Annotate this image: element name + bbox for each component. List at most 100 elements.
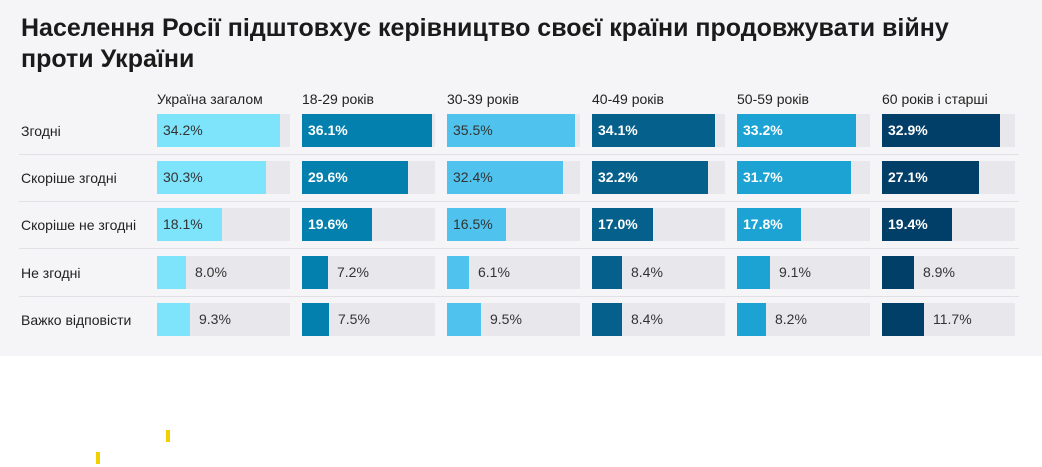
bar-2-2: [447, 208, 506, 241]
data-label: 27.1%: [888, 169, 928, 185]
bar-track: 7.5%: [302, 303, 435, 336]
column-header-0: Україна загалом: [157, 91, 263, 107]
bar-track: 32.4%: [447, 161, 580, 194]
column-header-2: 30-39 років: [447, 91, 519, 107]
bar-track: 9.5%: [447, 303, 580, 336]
bar-0-4: [157, 303, 190, 336]
bar-3-1: [592, 161, 708, 194]
data-label: 32.9%: [888, 122, 928, 138]
bar-2-4: [447, 303, 481, 336]
row-label-2: Скоріше не згодні: [21, 217, 137, 233]
bar-track: 30.3%: [157, 161, 290, 194]
data-label: 30.3%: [163, 169, 203, 185]
row-label-0: Згодні: [21, 123, 61, 139]
data-label: 33.2%: [743, 122, 783, 138]
bar-3-4: [592, 303, 622, 336]
row-label-4: Важко відповісти: [21, 312, 132, 328]
bar-5-3: [882, 256, 914, 289]
data-label: 9.3%: [199, 311, 231, 327]
bar-5-1: [882, 161, 979, 194]
bar-4-2: [737, 208, 801, 241]
data-label: 9.1%: [779, 264, 811, 280]
bar-1-1: [302, 161, 408, 194]
bar-track: 18.1%: [157, 208, 290, 241]
bar-4-3: [737, 256, 770, 289]
bar-5-2: [882, 208, 952, 241]
bar-track: 33.2%: [737, 114, 870, 147]
bar-3-3: [592, 256, 622, 289]
bar-track: 31.7%: [737, 161, 870, 194]
column-header-1: 18-29 років: [302, 91, 374, 107]
bar-track: 32.2%: [592, 161, 725, 194]
bar-track: 34.1%: [592, 114, 725, 147]
data-label: 19.6%: [308, 216, 348, 232]
data-label: 7.5%: [338, 311, 370, 327]
bar-track: 17.8%: [737, 208, 870, 241]
bar-0-0: [157, 114, 280, 147]
bar-track: 8.4%: [592, 303, 725, 336]
bar-track: 8.0%: [157, 256, 290, 289]
data-label: 31.7%: [743, 169, 783, 185]
bar-3-0: [592, 114, 715, 147]
bar-track: 11.7%: [882, 303, 1015, 336]
bar-2-1: [447, 161, 563, 194]
bar-track: 9.1%: [737, 256, 870, 289]
bar-track: 7.2%: [302, 256, 435, 289]
bar-track: 19.4%: [882, 208, 1015, 241]
bar-1-2: [302, 208, 372, 241]
data-label: 34.2%: [163, 122, 203, 138]
bar-1-0: [302, 114, 432, 147]
data-label: 19.4%: [888, 216, 928, 232]
bar-4-4: [737, 303, 766, 336]
data-label: 35.5%: [453, 122, 493, 138]
column-header-3: 40-49 років: [592, 91, 664, 107]
bar-track: 17.0%: [592, 208, 725, 241]
data-label: 8.0%: [195, 264, 227, 280]
column-header-5: 60 років і старші: [882, 91, 988, 107]
row-divider: [19, 154, 1019, 155]
row-divider: [19, 201, 1019, 202]
bar-track: 8.9%: [882, 256, 1015, 289]
bar-2-0: [447, 114, 575, 147]
bar-track: 36.1%: [302, 114, 435, 147]
bar-1-3: [302, 256, 328, 289]
data-label: 7.2%: [337, 264, 369, 280]
data-label: 8.4%: [631, 264, 663, 280]
data-label: 32.4%: [453, 169, 493, 185]
data-label: 16.5%: [453, 216, 493, 232]
bar-5-0: [882, 114, 1000, 147]
data-label: 32.2%: [598, 169, 638, 185]
bar-2-3: [447, 256, 469, 289]
bar-track: 16.5%: [447, 208, 580, 241]
data-label: 29.6%: [308, 169, 348, 185]
row-divider: [19, 248, 1019, 249]
bar-track: 6.1%: [447, 256, 580, 289]
bar-4-0: [737, 114, 856, 147]
row-label-3: Не згодні: [21, 265, 81, 281]
bar-5-4: [882, 303, 924, 336]
data-label: 6.1%: [478, 264, 510, 280]
column-header-4: 50-59 років: [737, 91, 809, 107]
data-label: 8.9%: [923, 264, 955, 280]
bar-0-3: [157, 256, 186, 289]
bar-3-2: [592, 208, 653, 241]
bar-4-1: [737, 161, 851, 194]
bar-track: 32.9%: [882, 114, 1015, 147]
bar-track: 35.5%: [447, 114, 580, 147]
bar-track: 34.2%: [157, 114, 290, 147]
bar-track: 9.3%: [157, 303, 290, 336]
yellow-accent-mark-2: [96, 452, 100, 464]
chart-panel: Населення Росії підштовхує керівництво с…: [19, 14, 1019, 336]
data-label: 18.1%: [163, 216, 203, 232]
data-label: 11.7%: [933, 311, 972, 327]
bar-track: 8.4%: [592, 256, 725, 289]
data-label: 9.5%: [490, 311, 522, 327]
bar-1-4: [302, 303, 329, 336]
bar-track: 29.6%: [302, 161, 435, 194]
data-label: 36.1%: [308, 122, 348, 138]
bar-track: 19.6%: [302, 208, 435, 241]
row-divider: [19, 296, 1019, 297]
chart-title: Населення Росії підштовхує керівництво с…: [21, 14, 949, 73]
data-label: 17.8%: [743, 216, 783, 232]
data-label: 8.2%: [775, 311, 807, 327]
